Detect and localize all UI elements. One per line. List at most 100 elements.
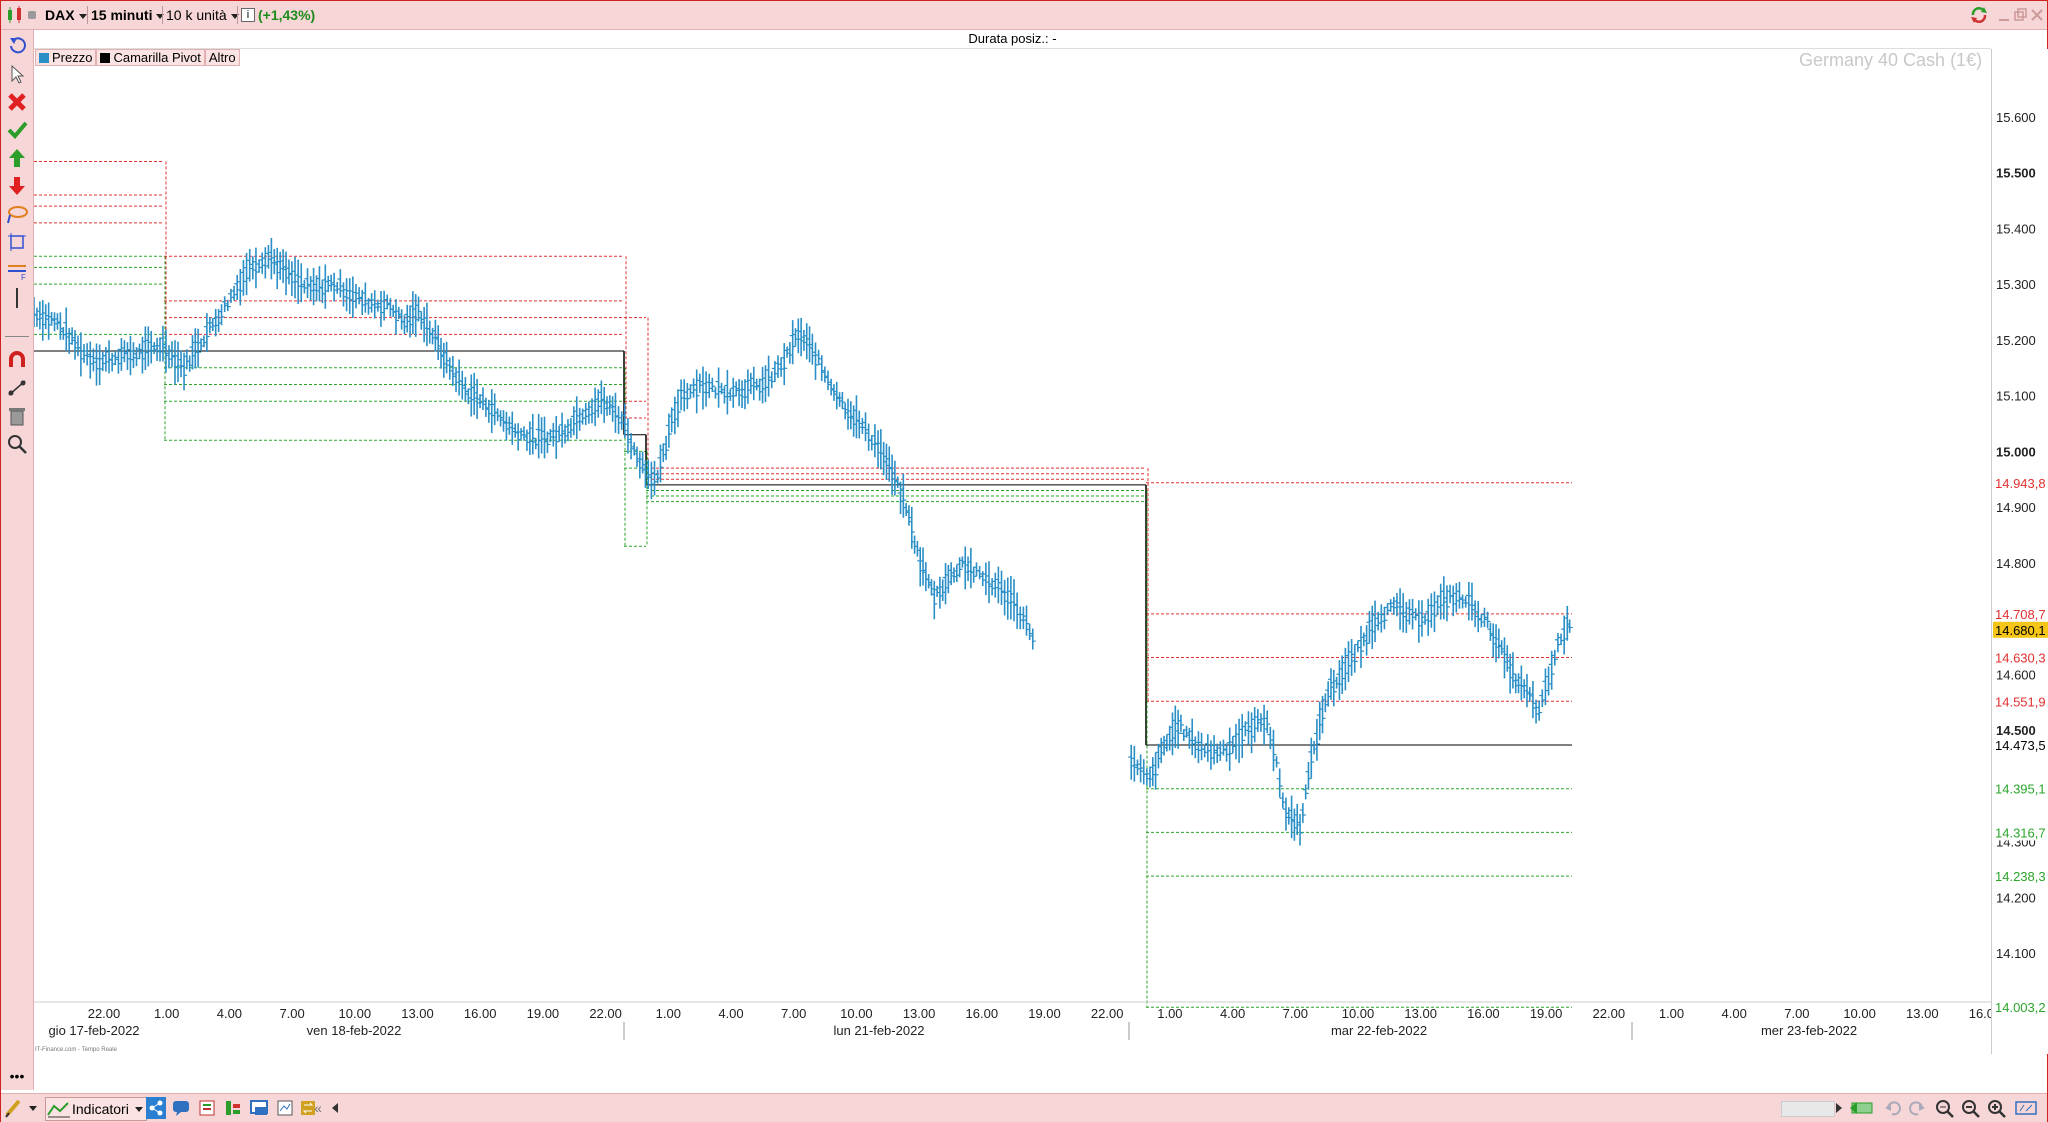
x-tick-label: 22.00 [1593, 1006, 1626, 1021]
x-tick-label: 16.00 [1969, 1006, 1991, 1021]
price-label-bg [1993, 868, 2048, 885]
chart-type-icon[interactable] [4, 5, 40, 25]
chat-icon[interactable] [170, 1097, 192, 1119]
scrollbar-thumb[interactable] [1781, 1101, 1835, 1117]
price-axis-svg: 15.600 15.500 15.400 15.300 15.200 15.100 15.0… [1993, 110, 2048, 1016]
date-label: lun 21-feb-2022 [833, 1023, 924, 1038]
price-label-bg [1993, 474, 2048, 491]
x-tick-label: 1.00 [1157, 1006, 1182, 1021]
scroll-left-icon[interactable] [329, 1097, 341, 1119]
x-tick-label: 16.00 [966, 1006, 999, 1021]
zoom-out-icon[interactable] [1959, 1097, 1983, 1119]
transfer-icon[interactable] [298, 1097, 318, 1119]
undo-icon[interactable] [1881, 1097, 1903, 1119]
buy-arrow-icon[interactable] [5, 146, 29, 170]
x-tick-label: 10.00 [1342, 1006, 1375, 1021]
chart-legend: Prezzo Camarilla Pivot Altro [35, 49, 240, 66]
y-tick-label: 15.300 [1996, 277, 2036, 292]
x-tick-label: 7.00 [279, 1006, 304, 1021]
redo-icon[interactable] [1907, 1097, 1929, 1119]
timeframe-selector[interactable]: 15 minuti [91, 5, 165, 25]
y-tick-label: 15.200 [1996, 333, 2036, 348]
x-tick-label: 7.00 [1784, 1006, 1809, 1021]
x-tick-label: 13.00 [401, 1006, 434, 1021]
y-tick-label: 14.500 [1996, 723, 2036, 738]
svg-text:F: F [21, 273, 26, 281]
scroll-right-icon[interactable] [1833, 1097, 1845, 1119]
timeframe-label: 15 minuti [91, 7, 153, 23]
zoom-in-icon[interactable] [1985, 1097, 2009, 1119]
vertical-line-icon[interactable] [5, 286, 29, 310]
units-label: 10 k unità [166, 7, 227, 23]
y-tick-label: 15.600 [1996, 110, 2036, 125]
restore-icon[interactable] [2013, 5, 2027, 25]
top-toolbar: DAX 15 minuti 10 k unità i (+1,43%) [1, 1, 2047, 30]
double-chevron-left-icon[interactable]: « [314, 1100, 322, 1116]
chevron-down-icon [156, 13, 165, 19]
legend-altro[interactable]: Altro [204, 49, 240, 66]
refresh-icon[interactable] [1969, 5, 1989, 25]
delete-order-icon[interactable] [5, 90, 29, 114]
price-label-bg [1993, 999, 2048, 1016]
trash-icon[interactable] [5, 404, 29, 428]
x-tick-label: 19.00 [1530, 1006, 1563, 1021]
legend-camarilla[interactable]: Camarilla Pivot [96, 49, 205, 66]
chart-settings-icon[interactable] [274, 1097, 296, 1119]
zoom-fit-icon[interactable] [1933, 1097, 1957, 1119]
toolbar-divider [162, 6, 163, 24]
position-duration-bar: Durata posiz.: - [34, 30, 1991, 49]
price-label: 14.680,1 [1995, 623, 2046, 638]
y-tick-label: 15.100 [1996, 389, 2036, 404]
pointer-icon[interactable] [5, 62, 29, 86]
x-tick-label: 13.00 [1404, 1006, 1437, 1021]
more-tools-icon[interactable]: ••• [9, 1068, 25, 1084]
x-tick-label: 4.00 [1220, 1006, 1245, 1021]
x-tick-label: 10.00 [840, 1006, 873, 1021]
y-tick-label: 14.800 [1996, 556, 2036, 571]
confirm-icon[interactable] [5, 118, 29, 142]
drawing-toolbar: F ••• [1, 30, 34, 1090]
x-tick-label: 16.00 [1467, 1006, 1500, 1021]
chevron-down-icon[interactable] [27, 1097, 39, 1119]
sell-arrow-icon[interactable] [5, 174, 29, 198]
legend-swatch [39, 52, 49, 63]
legend-label: Camarilla Pivot [113, 50, 201, 65]
price-label: 14.003,2 [1995, 1000, 2046, 1015]
symbol-selector[interactable]: DAX [45, 5, 87, 25]
resize-icon[interactable] [5, 230, 29, 254]
legend-prezzo[interactable]: Prezzo [35, 49, 97, 66]
close-icon[interactable] [2029, 5, 2045, 25]
window-icon[interactable] [248, 1097, 270, 1119]
date-label: ven 18-feb-2022 [307, 1023, 402, 1038]
pencil-icon[interactable] [3, 1097, 25, 1119]
date-label: mar 22-feb-2022 [1331, 1023, 1427, 1038]
minimize-icon[interactable] [1997, 5, 2011, 25]
y-tick-label: 14.900 [1996, 500, 2036, 515]
horizontal-line-icon[interactable]: F [5, 258, 29, 282]
units-selector[interactable]: 10 k unità [166, 5, 239, 25]
toolbar-divider [87, 6, 88, 24]
chevron-down-icon [230, 13, 239, 19]
lasso-icon[interactable] [5, 202, 29, 226]
orders-icon[interactable] [222, 1097, 244, 1119]
share-icon[interactable] [146, 1097, 166, 1119]
chart-area[interactable]: 22.00 1.00 4.00 7.00 10.00 13.00 16.00 19.00 22.… [31, 49, 2001, 1054]
x-tick-label: 1.00 [154, 1006, 179, 1021]
chevron-down-icon [78, 13, 87, 19]
bottom-toolbar: Indicatori « [1, 1093, 2047, 1122]
zoom-icon[interactable] [5, 432, 29, 456]
list-icon[interactable] [196, 1097, 218, 1119]
price-axis[interactable]: 15.600 15.500 15.400 15.300 15.200 15.100 15.0… [1991, 49, 2048, 1054]
x-tick-label: 10.00 [1843, 1006, 1876, 1021]
indicators-button[interactable]: Indicatori [45, 1097, 147, 1121]
chart-zoom-icon[interactable] [2013, 1097, 2039, 1119]
price-label: 14.238,3 [1995, 869, 2046, 884]
trendline-icon[interactable] [5, 376, 29, 400]
price-label: 14.630,3 [1995, 651, 2046, 666]
info-icon[interactable]: i [241, 8, 255, 22]
go-to-end-icon[interactable] [1847, 1097, 1877, 1119]
rotate-icon[interactable] [5, 34, 29, 58]
legend-label: Altro [208, 50, 236, 65]
magnet-icon[interactable] [5, 348, 29, 372]
